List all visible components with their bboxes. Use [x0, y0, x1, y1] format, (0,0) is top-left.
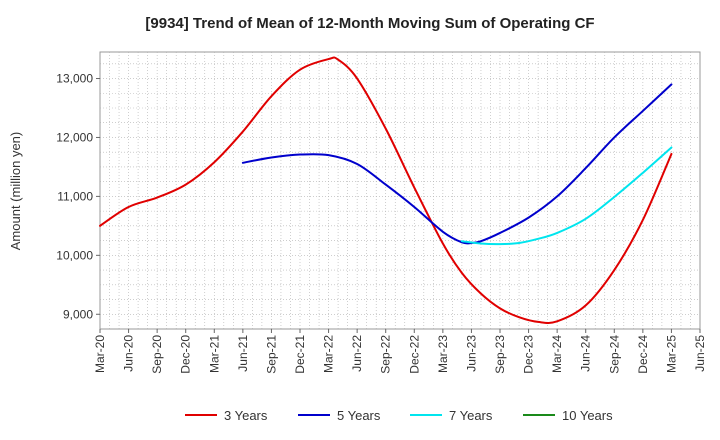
y-tick-label: 12,000 — [56, 130, 93, 144]
x-tick-label: Dec-24 — [636, 335, 650, 374]
legend: 3 Years 5 Years 7 Years 10 Years — [185, 408, 613, 423]
x-tick-label: Dec-21 — [293, 335, 307, 374]
y-tick-label: 10,000 — [56, 248, 93, 262]
chart-title: [9934] Trend of Mean of 12-Month Moving … — [145, 15, 594, 32]
y-axis-label: Amount (million yen) — [8, 132, 23, 251]
x-tick-label: Sep-24 — [607, 335, 621, 374]
x-tick-label: Mar-25 — [664, 335, 678, 373]
x-tick-label: Jun-25 — [693, 335, 707, 372]
y-tick-label: 9,000 — [63, 307, 93, 321]
x-tick-label: Mar-21 — [207, 335, 221, 373]
legend-label-3-years: 3 Years — [224, 408, 268, 423]
x-tick-label: Mar-22 — [322, 335, 336, 373]
plot-area — [99, 51, 701, 330]
x-tick-label: Mar-20 — [93, 335, 107, 373]
x-tick-label: Sep-21 — [264, 335, 278, 374]
x-tick-label: Mar-23 — [436, 335, 450, 373]
x-tick-label: Sep-23 — [493, 335, 507, 374]
x-tick-label: Sep-22 — [379, 335, 393, 374]
x-tick-label: Mar-24 — [550, 335, 564, 373]
x-tick-label: Jun-23 — [464, 335, 478, 372]
series-line-3-years — [99, 56, 673, 324]
grid-lines — [100, 52, 700, 329]
legend-label-10-years: 10 Years — [562, 408, 613, 423]
y-tick-label: 11,000 — [57, 189, 93, 203]
y-tick-label: 13,000 — [56, 72, 93, 86]
x-tick-label: Jun-24 — [579, 335, 593, 372]
series-line-7-years — [460, 146, 673, 246]
x-tick-label: Jun-21 — [236, 335, 250, 372]
x-axis-ticks: Mar-20 Jun-20 Sep-20 Dec-20 Mar-21 Jun-21 Sep-… — [93, 329, 707, 374]
x-tick-label: Sep-20 — [150, 335, 164, 374]
legend-label-5-years: 5 Years — [337, 408, 381, 423]
series-line-5-years — [241, 83, 673, 245]
x-tick-label: Dec-23 — [522, 335, 536, 374]
x-tick-label: Jun-20 — [122, 335, 136, 372]
y-axis-ticks: 9,000 10,000 11,000 12,000 13,000 — [56, 72, 100, 321]
legend-label-7-years: 7 Years — [449, 408, 493, 423]
x-tick-label: Jun-22 — [350, 335, 364, 372]
x-tick-label: Dec-20 — [179, 335, 193, 374]
series-lines — [99, 56, 673, 324]
x-tick-label: Dec-22 — [407, 335, 421, 374]
